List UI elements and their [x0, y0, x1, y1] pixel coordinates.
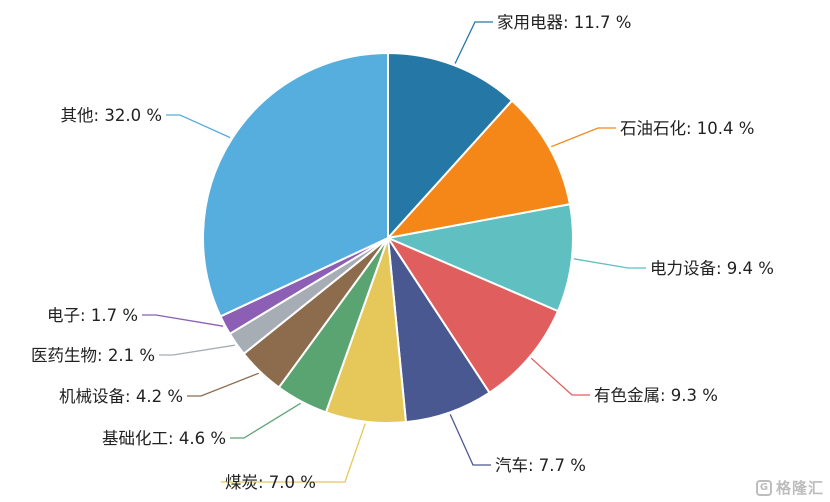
pie-slice-4	[385, 235, 560, 395]
slice-label-3: 电力设备: 9.4 %	[650, 259, 774, 278]
leader-line-6	[221, 423, 366, 483]
slice-label-7: 基础化工: 4.6 %	[102, 429, 226, 448]
watermark: G 格隆汇	[755, 477, 824, 498]
slice-label-11: 其他: 32.0 %	[61, 106, 162, 125]
slice-label-6: 煤炭: 7.0 %	[225, 473, 316, 492]
leader-line-11	[166, 114, 231, 139]
slice-label-9: 医药生物: 2.1 %	[31, 346, 155, 365]
leader-line-9	[159, 344, 235, 356]
slice-label-8: 机械设备: 4.2 %	[59, 387, 183, 406]
slice-label-5: 汽车: 7.7 %	[495, 456, 586, 475]
leader-line-8	[187, 372, 260, 397]
leader-line-2	[550, 127, 616, 148]
slice-label-2: 石油石化: 10.4 %	[620, 119, 754, 138]
leader-line-4	[530, 357, 590, 396]
slice-label-4: 有色金属: 9.3 %	[594, 386, 718, 405]
pie-slice-2	[385, 99, 572, 240]
leader-line-3	[573, 258, 646, 269]
pie-slice-3	[384, 203, 574, 313]
slice-label-1: 家用电器: 11.7 %	[497, 13, 631, 32]
watermark-text: 格隆汇	[775, 479, 824, 497]
pie-slice-11	[202, 51, 389, 318]
leader-line-1	[454, 21, 493, 64]
pie-slice-1	[387, 51, 514, 241]
slice-label-10: 电子: 1.7 %	[47, 306, 138, 325]
leader-line-10	[142, 314, 224, 327]
g-logo-icon: G	[755, 479, 772, 496]
leader-line-5	[449, 414, 491, 466]
leader-line-7	[230, 402, 301, 439]
